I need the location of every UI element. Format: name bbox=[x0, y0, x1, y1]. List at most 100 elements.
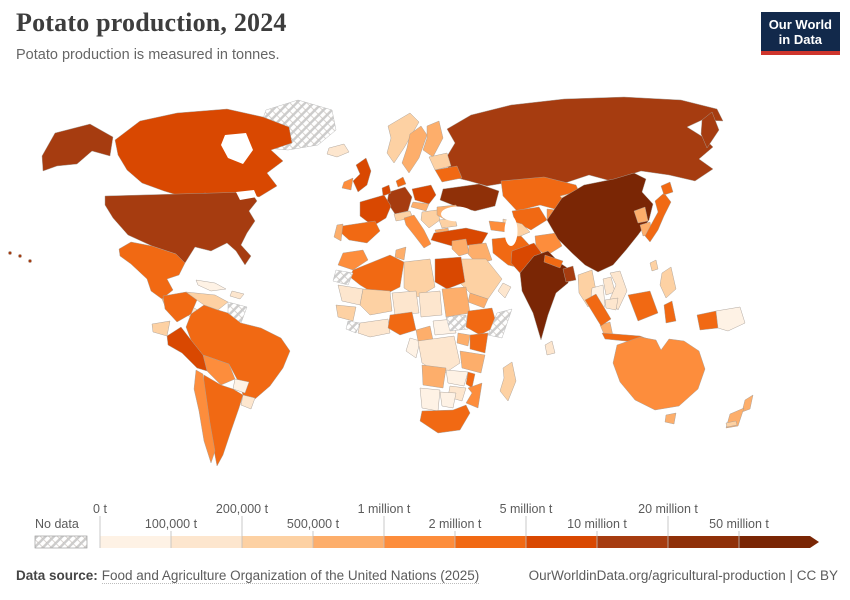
footer-credit-link[interactable]: OurWorldinData.org/agricultural-producti… bbox=[528, 568, 838, 583]
country-senegal-guinea[interactable] bbox=[335, 304, 357, 322]
country-italy[interactable] bbox=[403, 214, 432, 249]
country-new-zealand-north[interactable] bbox=[741, 394, 754, 413]
country-philippines[interactable] bbox=[659, 266, 677, 299]
country-china[interactable] bbox=[546, 172, 654, 273]
country-bangladesh[interactable] bbox=[562, 265, 577, 283]
country-taiwan[interactable] bbox=[649, 259, 659, 272]
country-somalia[interactable] bbox=[487, 308, 513, 339]
country-drc[interactable] bbox=[417, 335, 461, 376]
country-ireland[interactable] bbox=[341, 177, 354, 191]
country-peru[interactable] bbox=[166, 326, 208, 372]
country-sri-lanka[interactable] bbox=[544, 340, 556, 356]
legend-bin-7[interactable] bbox=[597, 536, 668, 548]
country-tanzania[interactable] bbox=[459, 350, 486, 374]
country-ecuador[interactable] bbox=[151, 320, 171, 337]
country-russia[interactable] bbox=[445, 96, 724, 189]
country-hawaii-1[interactable] bbox=[8, 251, 12, 255]
country-portugal[interactable] bbox=[333, 223, 344, 242]
country-morocco[interactable] bbox=[337, 249, 369, 271]
country-uganda[interactable] bbox=[456, 332, 471, 347]
country-india[interactable] bbox=[519, 250, 573, 341]
country-sudan[interactable] bbox=[441, 286, 471, 318]
country-sierra-leone-liberia[interactable] bbox=[345, 320, 361, 334]
country-indonesia-papua[interactable] bbox=[696, 310, 719, 331]
country-western-sahara[interactable] bbox=[332, 269, 354, 286]
country-madagascar[interactable] bbox=[499, 361, 517, 402]
country-norway[interactable] bbox=[386, 112, 420, 164]
country-niger[interactable] bbox=[391, 290, 420, 316]
country-australia[interactable] bbox=[612, 336, 706, 411]
country-indonesia-borneo[interactable] bbox=[627, 290, 659, 322]
legend-bin-4[interactable] bbox=[384, 536, 455, 548]
country-baltics[interactable] bbox=[428, 152, 452, 171]
legend-no-data-swatch[interactable] bbox=[34, 535, 88, 549]
country-sweden[interactable] bbox=[401, 125, 428, 174]
country-mauritania[interactable] bbox=[337, 284, 364, 306]
country-namibia[interactable] bbox=[419, 387, 441, 412]
country-hispaniola[interactable] bbox=[229, 290, 245, 300]
legend-bin-3[interactable] bbox=[313, 536, 384, 548]
country-ethiopia[interactable] bbox=[465, 307, 498, 336]
country-japan-hokkaido[interactable] bbox=[660, 181, 674, 196]
country-venezuela[interactable] bbox=[185, 291, 229, 311]
country-nepal[interactable] bbox=[543, 254, 564, 269]
country-tunisia[interactable] bbox=[394, 246, 407, 261]
country-south-africa[interactable] bbox=[419, 404, 471, 434]
legend-bin-6[interactable] bbox=[526, 536, 597, 548]
owid-logo[interactable]: Our World in Data bbox=[760, 12, 840, 55]
country-libya[interactable] bbox=[403, 258, 436, 298]
country-syria-levant[interactable] bbox=[451, 238, 470, 257]
country-usa[interactable] bbox=[104, 191, 258, 266]
country-south-sudan[interactable] bbox=[445, 314, 469, 332]
country-uruguay[interactable] bbox=[240, 394, 256, 410]
country-chile[interactable] bbox=[193, 369, 216, 464]
country-kenya[interactable] bbox=[469, 332, 489, 354]
country-angola[interactable] bbox=[421, 364, 447, 389]
country-chad[interactable] bbox=[418, 290, 443, 318]
country-france[interactable] bbox=[359, 194, 392, 227]
country-denmark[interactable] bbox=[395, 176, 407, 188]
footer-source-link[interactable]: Food and Agriculture Organization of the… bbox=[101, 568, 480, 584]
country-spain[interactable] bbox=[339, 220, 381, 244]
country-guyanas[interactable] bbox=[227, 301, 248, 324]
country-germany[interactable] bbox=[386, 186, 413, 215]
country-ivory-ghana[interactable] bbox=[357, 318, 391, 338]
country-mexico[interactable] bbox=[118, 241, 186, 300]
country-czech-slovakia[interactable] bbox=[410, 201, 430, 212]
country-yemen[interactable] bbox=[467, 292, 489, 309]
country-benelux[interactable] bbox=[381, 184, 392, 197]
country-new-caledonia[interactable] bbox=[725, 420, 738, 428]
country-indonesia-sumatra[interactable] bbox=[584, 293, 612, 327]
country-mozambique[interactable] bbox=[465, 382, 483, 409]
country-tasmania[interactable] bbox=[664, 412, 677, 425]
country-egypt[interactable] bbox=[434, 256, 466, 290]
country-belarus[interactable] bbox=[434, 165, 463, 183]
country-congo-gabon[interactable] bbox=[405, 337, 421, 359]
legend-bin-0[interactable] bbox=[100, 536, 171, 548]
country-nigeria[interactable] bbox=[387, 311, 417, 336]
legend-bin-9[interactable] bbox=[739, 536, 819, 548]
country-poland[interactable] bbox=[411, 184, 437, 205]
country-cuba[interactable] bbox=[195, 279, 227, 292]
country-alaska[interactable] bbox=[41, 123, 114, 172]
country-botswana[interactable] bbox=[439, 391, 457, 409]
country-zambia[interactable] bbox=[445, 369, 469, 387]
country-north-korea[interactable] bbox=[633, 206, 649, 224]
legend-bin-1[interactable] bbox=[171, 536, 242, 548]
country-mali[interactable] bbox=[359, 288, 393, 316]
country-japan[interactable] bbox=[644, 192, 672, 243]
country-indonesia-sulawesi[interactable] bbox=[663, 300, 677, 324]
country-ukraine[interactable] bbox=[439, 183, 500, 212]
country-uk[interactable] bbox=[352, 157, 372, 193]
country-russia-kamchatka[interactable] bbox=[700, 111, 720, 149]
country-oman[interactable] bbox=[497, 282, 512, 299]
country-hawaii-3[interactable] bbox=[28, 259, 32, 263]
country-canada[interactable] bbox=[114, 108, 293, 199]
country-cambodia[interactable] bbox=[604, 297, 619, 311]
legend-bin-8[interactable] bbox=[668, 536, 739, 548]
country-cameroon[interactable] bbox=[415, 325, 434, 342]
country-finland[interactable] bbox=[422, 120, 444, 158]
legend-bin-2[interactable] bbox=[242, 536, 313, 548]
country-papua-new-guinea[interactable] bbox=[715, 306, 746, 332]
country-paraguay[interactable] bbox=[232, 378, 250, 394]
